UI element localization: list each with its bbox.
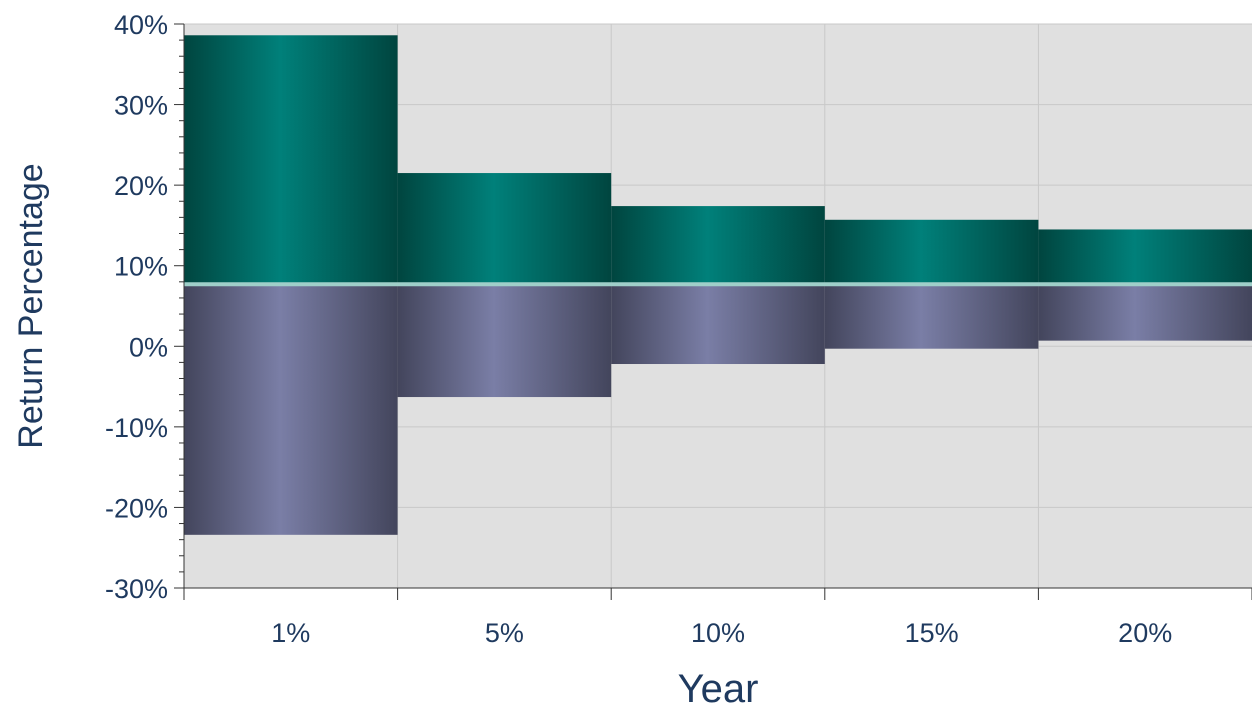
y-tick-label-1: -20% [105,493,168,523]
bar-lower-3 [824,284,1039,349]
y-tick-label-6: 30% [114,91,168,121]
x-tick-label-4: 20% [1118,618,1172,648]
tick-labels: -30% -20% -10% 0% 10% 20% 30% 40% 1% 5% 10% 15% 20% [105,10,1172,648]
bar-upper-4 [1038,229,1252,285]
x-tick-label-0: 1% [271,618,310,648]
axes [174,23,1252,600]
x-tick-label-1: 5% [485,618,524,648]
y-tick-label-3: 0% [129,332,168,362]
y-tick-label-5: 20% [114,171,168,201]
y-tick-label-0: -30% [105,574,168,604]
bar-upper-1 [397,173,612,285]
bars [184,35,1252,535]
y-tick-label-2: -10% [105,413,168,443]
x-axis-title: Year [678,667,759,708]
bar-lower-2 [611,284,825,365]
bar-upper-2 [611,206,825,285]
y-tick-label-4: 10% [114,252,168,282]
bar-lower-1 [397,284,612,398]
x-tick-label-3: 15% [905,618,959,648]
y-tick-label-7: 40% [114,10,168,40]
x-tick-label-2: 10% [691,618,745,648]
bar-upper-0 [184,35,398,285]
bar-lower-4 [1038,284,1252,341]
bar-lower-0 [184,284,398,535]
bar-upper-3 [824,219,1039,285]
y-axis-title: Return Percentage [12,163,50,448]
